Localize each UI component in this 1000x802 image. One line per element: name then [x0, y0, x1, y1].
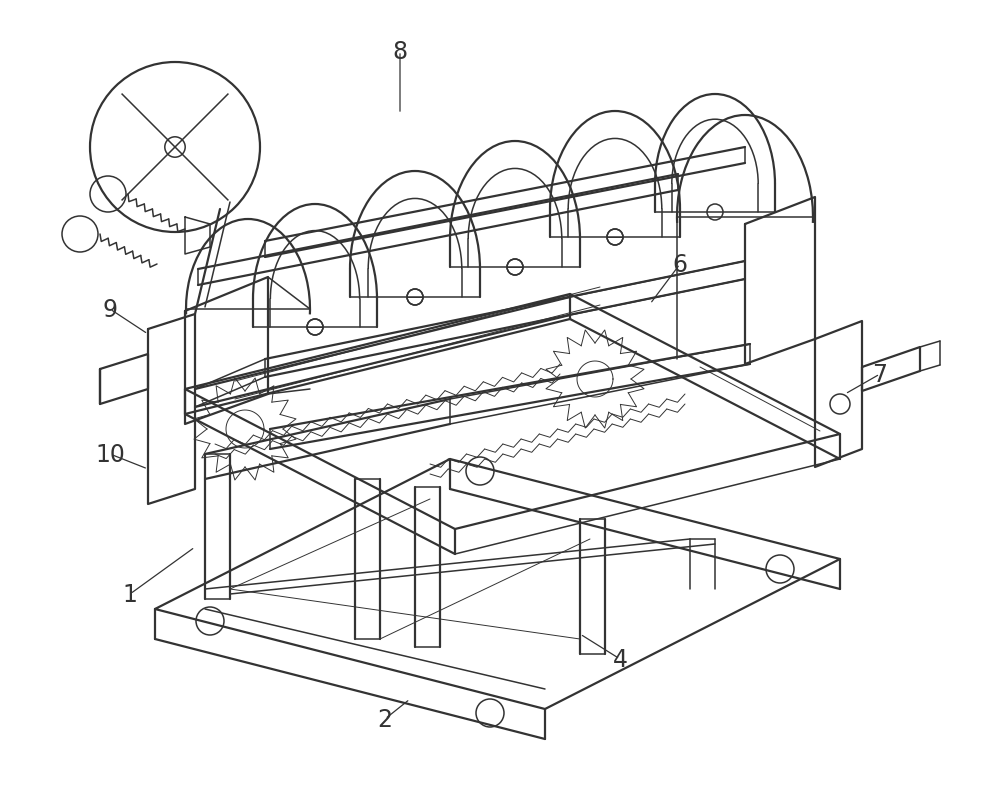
Text: 7: 7 [872, 363, 888, 387]
Text: 8: 8 [392, 40, 408, 64]
Text: 2: 2 [378, 707, 393, 731]
Text: 10: 10 [95, 443, 125, 467]
Text: 9: 9 [103, 298, 118, 322]
Text: 6: 6 [672, 253, 688, 277]
Text: 4: 4 [612, 647, 628, 671]
Text: 1: 1 [123, 582, 137, 606]
